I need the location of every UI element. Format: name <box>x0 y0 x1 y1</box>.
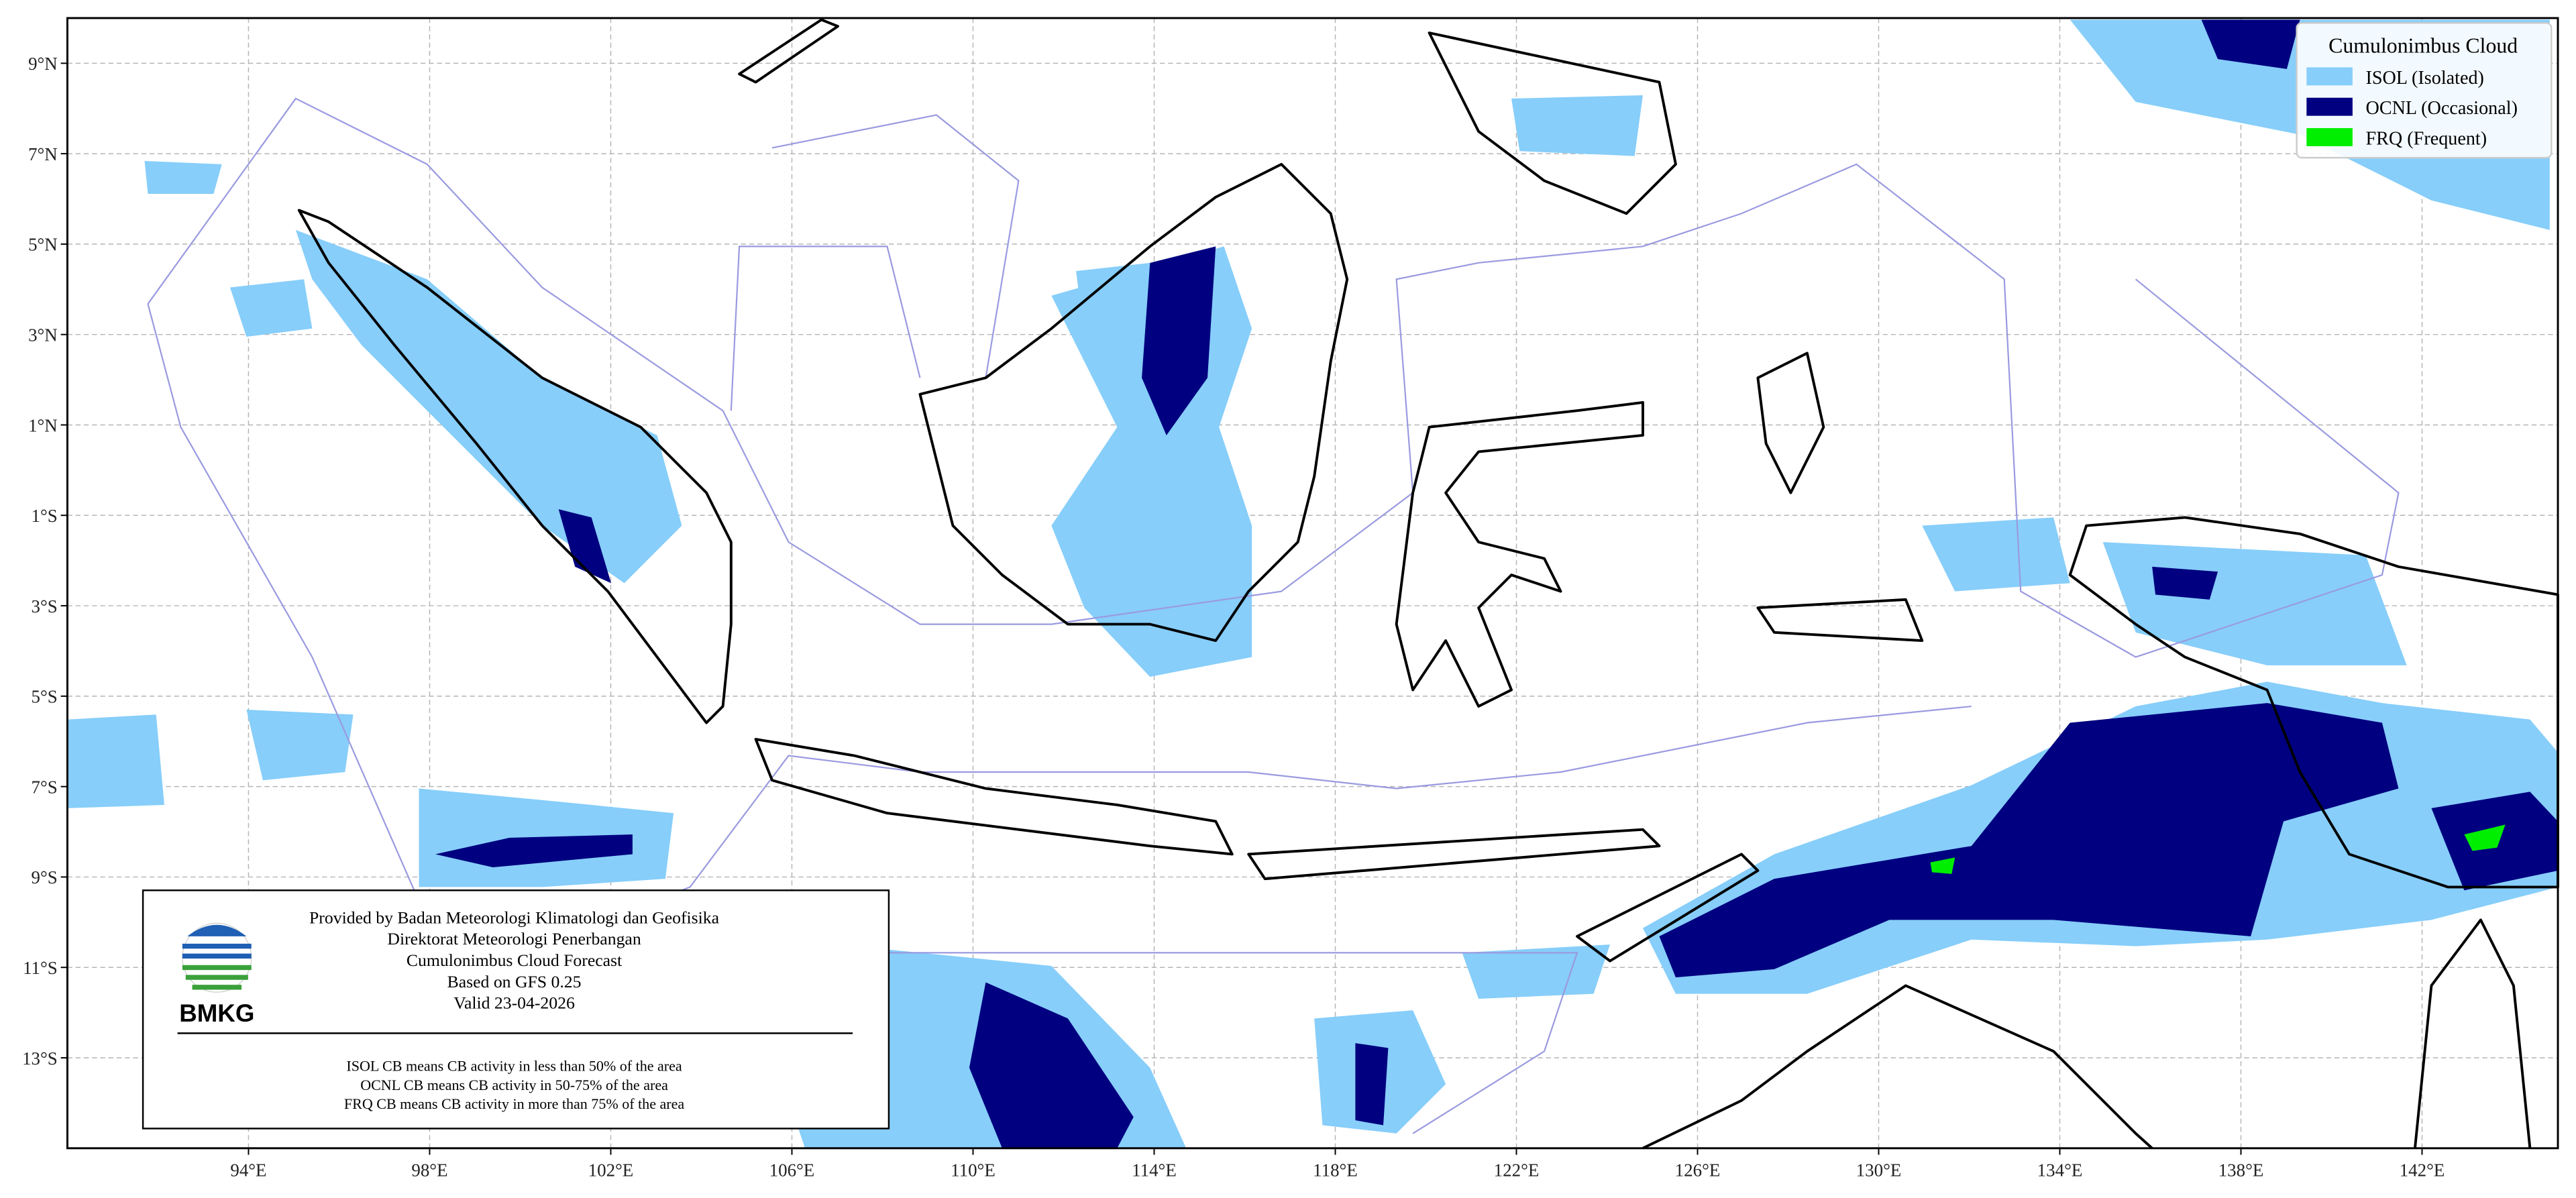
lon-tick-label: 94°E <box>230 1160 266 1180</box>
cloud-isol <box>1076 262 1150 337</box>
info-note: ISOL CB means CB activity in less than 5… <box>346 1058 682 1075</box>
logo-text: BMKG <box>179 999 254 1027</box>
coast-palawan <box>738 18 839 84</box>
coast-sumatra <box>297 209 733 724</box>
cloud-isol <box>295 229 682 584</box>
bmkg-logo: BMKG <box>179 922 254 1027</box>
info-box: BMKG Provided by Badan Meteorologi Klima… <box>142 889 890 1130</box>
lon-tick-label: 102°E <box>588 1160 634 1180</box>
lat-tick-label: 3°S <box>32 596 58 616</box>
legend-label: FRQ (Frequent) <box>2365 129 2487 150</box>
coast-timor <box>1576 853 1760 963</box>
info-note: FRQ CB means CB activity in more than 75… <box>344 1095 684 1112</box>
info-line: Cumulonimbus Cloud Forecast <box>407 950 622 970</box>
coast-borneo <box>918 162 1349 643</box>
coast-nusa-tenggara <box>1247 828 1661 881</box>
info-line: Valid 23-04-2026 <box>453 993 575 1013</box>
info-lines: Provided by Badan Meteorologi Klimatolog… <box>309 908 720 1012</box>
cloud-ocnl <box>2152 566 2218 600</box>
coast-seram <box>1756 598 1924 643</box>
cloud-ocnl <box>1142 246 1216 435</box>
legend-label: ISOL (Isolated) <box>2365 68 2483 89</box>
cloud-isol <box>1511 95 1643 156</box>
fir-line <box>147 97 2400 658</box>
lat-tick-label: 5°S <box>32 687 58 707</box>
lon-tick-label: 142°E <box>2400 1160 2445 1180</box>
cloud-isol <box>1462 944 1610 999</box>
cloud-ocnl <box>558 509 612 584</box>
lat-tick-label: 11°S <box>23 958 58 978</box>
lon-tick-label: 130°E <box>1856 1160 1902 1180</box>
logo-land <box>182 965 252 990</box>
legend-swatch <box>2306 97 2353 116</box>
cloud-frq <box>1930 857 1955 874</box>
lon-tick-label: 98°E <box>411 1160 447 1180</box>
lat-tick-label: 1°S <box>32 506 58 526</box>
coast-java <box>754 738 1234 856</box>
coast-cape-york <box>2414 918 2532 1148</box>
logo-waves <box>182 943 252 959</box>
cloud-ocnl <box>969 982 1134 1148</box>
cloud-isol <box>67 714 164 808</box>
cloud-isol <box>229 279 313 337</box>
fir-line <box>887 952 1578 1134</box>
lon-tick-label: 114°E <box>1132 1160 1177 1180</box>
cloud-isol <box>246 709 354 781</box>
cloud-ocnl <box>1659 703 2399 978</box>
coast-papua <box>2068 516 2559 889</box>
info-frame <box>142 889 890 1130</box>
lat-tick-label: 1°N <box>28 415 58 435</box>
info-line: Based on GFS 0.25 <box>447 972 582 991</box>
tick-labels: 94°E 98°E 102°E 106°E 110°E 114°E 118°E 122°E 12… <box>22 54 2445 1180</box>
lat-tick-label: 5°N <box>28 235 58 255</box>
legend-swatch <box>2306 128 2353 146</box>
lat-tick-label: 9°N <box>28 54 58 74</box>
fir-line <box>147 303 1972 954</box>
coast-mindanao <box>1428 32 1677 215</box>
legend-box <box>2296 22 2553 159</box>
cloud-ocnl <box>1355 1043 1389 1126</box>
lon-tick-label: 126°E <box>1675 1160 1721 1180</box>
lon-tick-label: 118°E <box>1313 1160 1358 1180</box>
coast-sulawesi <box>1395 401 1644 708</box>
coast-halmahera <box>1756 351 1825 494</box>
lon-tick-label: 134°E <box>2037 1160 2083 1180</box>
lat-tick-label: 3°N <box>28 325 58 345</box>
lon-tick-label: 122°E <box>1494 1160 1540 1180</box>
legend-swatch <box>2306 67 2353 86</box>
info-note: OCNL CB means CB activity in 50-75% of t… <box>360 1077 668 1093</box>
lon-tick-label: 138°E <box>2218 1160 2264 1180</box>
legend: Cumulonimbus Cloud ISOL (Isolated) OCNL (… <box>2296 22 2553 159</box>
lon-tick-label: 110°E <box>951 1160 996 1180</box>
cloud-isol <box>1922 517 2070 592</box>
legend-label: OCNL (Occasional) <box>2365 98 2517 119</box>
cloud-ocnl <box>435 834 633 868</box>
info-notes: ISOL CB means CB activity in less than 5… <box>344 1058 684 1112</box>
legend-items: ISOL (Isolated) OCNL (Occasional) FRQ (Fre… <box>2306 67 2518 150</box>
coast-australia <box>1642 984 2153 1150</box>
legend-title: Cumulonimbus Cloud <box>2328 34 2518 57</box>
lat-tick-label: 13°S <box>22 1048 58 1069</box>
fir-boundaries <box>147 97 2400 1134</box>
fir-line <box>771 114 1020 378</box>
info-line: Direktorat Meteorologi Penerbangan <box>387 929 641 948</box>
lat-tick-label: 9°S <box>32 867 58 887</box>
coastlines <box>297 18 2559 1150</box>
lat-tick-label: 7°N <box>28 144 58 164</box>
logo-sky <box>187 924 247 936</box>
lon-tick-label: 106°E <box>769 1160 815 1180</box>
map-frame <box>66 17 2559 1150</box>
info-line: Provided by Badan Meteorologi Klimatolog… <box>309 908 720 927</box>
cloud-frq <box>2464 824 2506 851</box>
lat-tick-label: 7°S <box>32 777 58 797</box>
fir-line <box>730 246 921 411</box>
cloud-isol <box>144 160 222 194</box>
cloud-ocnl <box>2201 19 2300 69</box>
